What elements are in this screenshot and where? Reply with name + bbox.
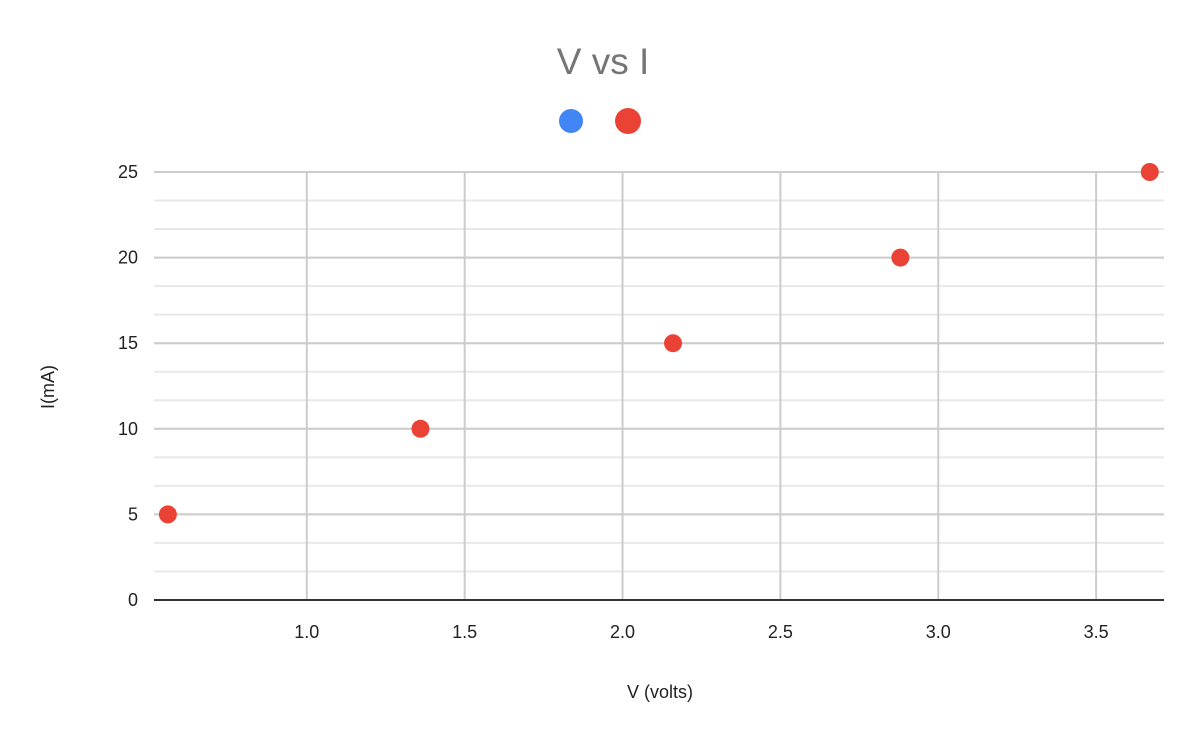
y-tick-label: 15 (118, 333, 138, 353)
x-tick-label: 1.0 (294, 622, 319, 642)
data-point (1140, 163, 1159, 181)
major-gridlines (154, 171, 1164, 600)
data-point (158, 505, 177, 524)
y-tick-label: 0 (128, 590, 138, 610)
x-axis-tick-labels: 1.0 1.5 2.0 2.5 3.0 3.5 (294, 622, 1108, 642)
data-points (158, 163, 1159, 524)
data-point (891, 248, 910, 267)
y-axis-tick-labels: 0 5 10 15 20 25 (118, 162, 138, 610)
legend-marker (559, 109, 583, 133)
x-tick-label: 2.5 (768, 622, 793, 642)
y-axis-title: I(mA) (38, 365, 58, 409)
x-tick-label: 3.0 (926, 622, 951, 642)
x-tick-label: 1.5 (452, 622, 477, 642)
y-tick-label: 25 (118, 162, 138, 182)
x-axis-title: V (volts) (627, 682, 693, 702)
minor-gridlines (154, 170, 1164, 601)
legend (559, 108, 641, 134)
y-tick-label: 10 (118, 419, 138, 439)
legend-marker (615, 108, 641, 134)
data-point (664, 334, 683, 353)
chart-title: V vs I (557, 41, 650, 82)
y-tick-label: 5 (128, 504, 138, 524)
y-tick-label: 20 (118, 248, 138, 268)
x-tick-label: 2.0 (610, 622, 635, 642)
x-tick-label: 3.5 (1084, 622, 1109, 642)
data-point (411, 419, 430, 438)
